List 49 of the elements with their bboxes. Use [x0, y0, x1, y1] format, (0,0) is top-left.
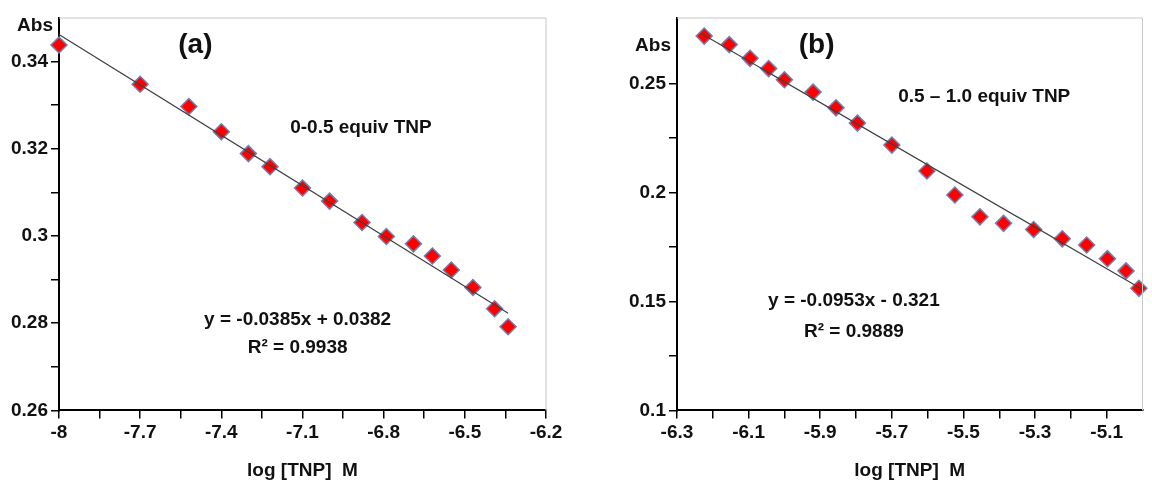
annotation: 0.5 – 1.0 equiv TNP	[898, 84, 1071, 106]
x-tick-label: -6.1	[732, 421, 766, 443]
point	[994, 214, 1013, 233]
x-axis-title: log [TNP] M	[854, 458, 966, 480]
y-tick-label: 0.25	[629, 71, 667, 93]
point	[804, 83, 822, 101]
point	[499, 317, 517, 336]
point	[1117, 262, 1135, 280]
x-tick-label: -6.3	[660, 421, 694, 443]
y-tick-label: 0.2	[639, 180, 666, 202]
point	[180, 97, 198, 116]
x-tick-label: -6.2	[529, 421, 563, 443]
point	[404, 235, 423, 253]
y-tick-label: 0.1	[639, 398, 667, 420]
annotation: R² = 0.9938	[247, 335, 348, 357]
x-tick-label: -6.5	[448, 421, 482, 443]
x-axis-title: log [TNP] M	[247, 458, 358, 480]
x-tick-label: -5.7	[875, 421, 909, 443]
annotation: y = -0.0385x + 0.0382	[204, 308, 392, 330]
y-tick-label: 0.32	[11, 137, 48, 159]
chart-title: (b)	[798, 28, 835, 60]
point	[1077, 236, 1096, 254]
x-tick-label: -5.1	[1090, 421, 1124, 443]
x-tick-label: -6.8	[367, 421, 401, 443]
x-tick-label: -5.5	[947, 421, 981, 443]
point	[423, 247, 442, 265]
annotation: y = -0.0953x - 0.321	[768, 288, 941, 310]
x-tick-label: -5.3	[1018, 421, 1052, 443]
point	[1098, 249, 1117, 268]
point	[971, 208, 989, 226]
annotation: 0-0.5 equiv TNP	[290, 116, 432, 138]
chart-title: (a)	[178, 28, 213, 60]
point	[946, 186, 964, 204]
y-tick-label: 0.3	[21, 224, 48, 246]
point	[442, 261, 461, 279]
y-tick-label: 0.26	[11, 398, 48, 420]
x-tick-label: -8	[50, 421, 68, 443]
annotation: R² = 0.9889	[803, 320, 904, 342]
y-axis-title: Abs	[17, 14, 53, 36]
point	[50, 36, 68, 54]
point	[918, 162, 936, 180]
x-tick-label: -7.4	[204, 421, 239, 443]
y-tick-label: 0.28	[11, 311, 48, 333]
y-axis-title: Abs	[635, 34, 671, 56]
x-tick-label: -7.1	[286, 421, 320, 443]
x-tick-label: -5.9	[803, 421, 837, 443]
x-tick-label: -7.7	[123, 421, 157, 443]
y-tick-label: 0.15	[629, 289, 667, 311]
y-tick-label: 0.34	[11, 49, 49, 71]
